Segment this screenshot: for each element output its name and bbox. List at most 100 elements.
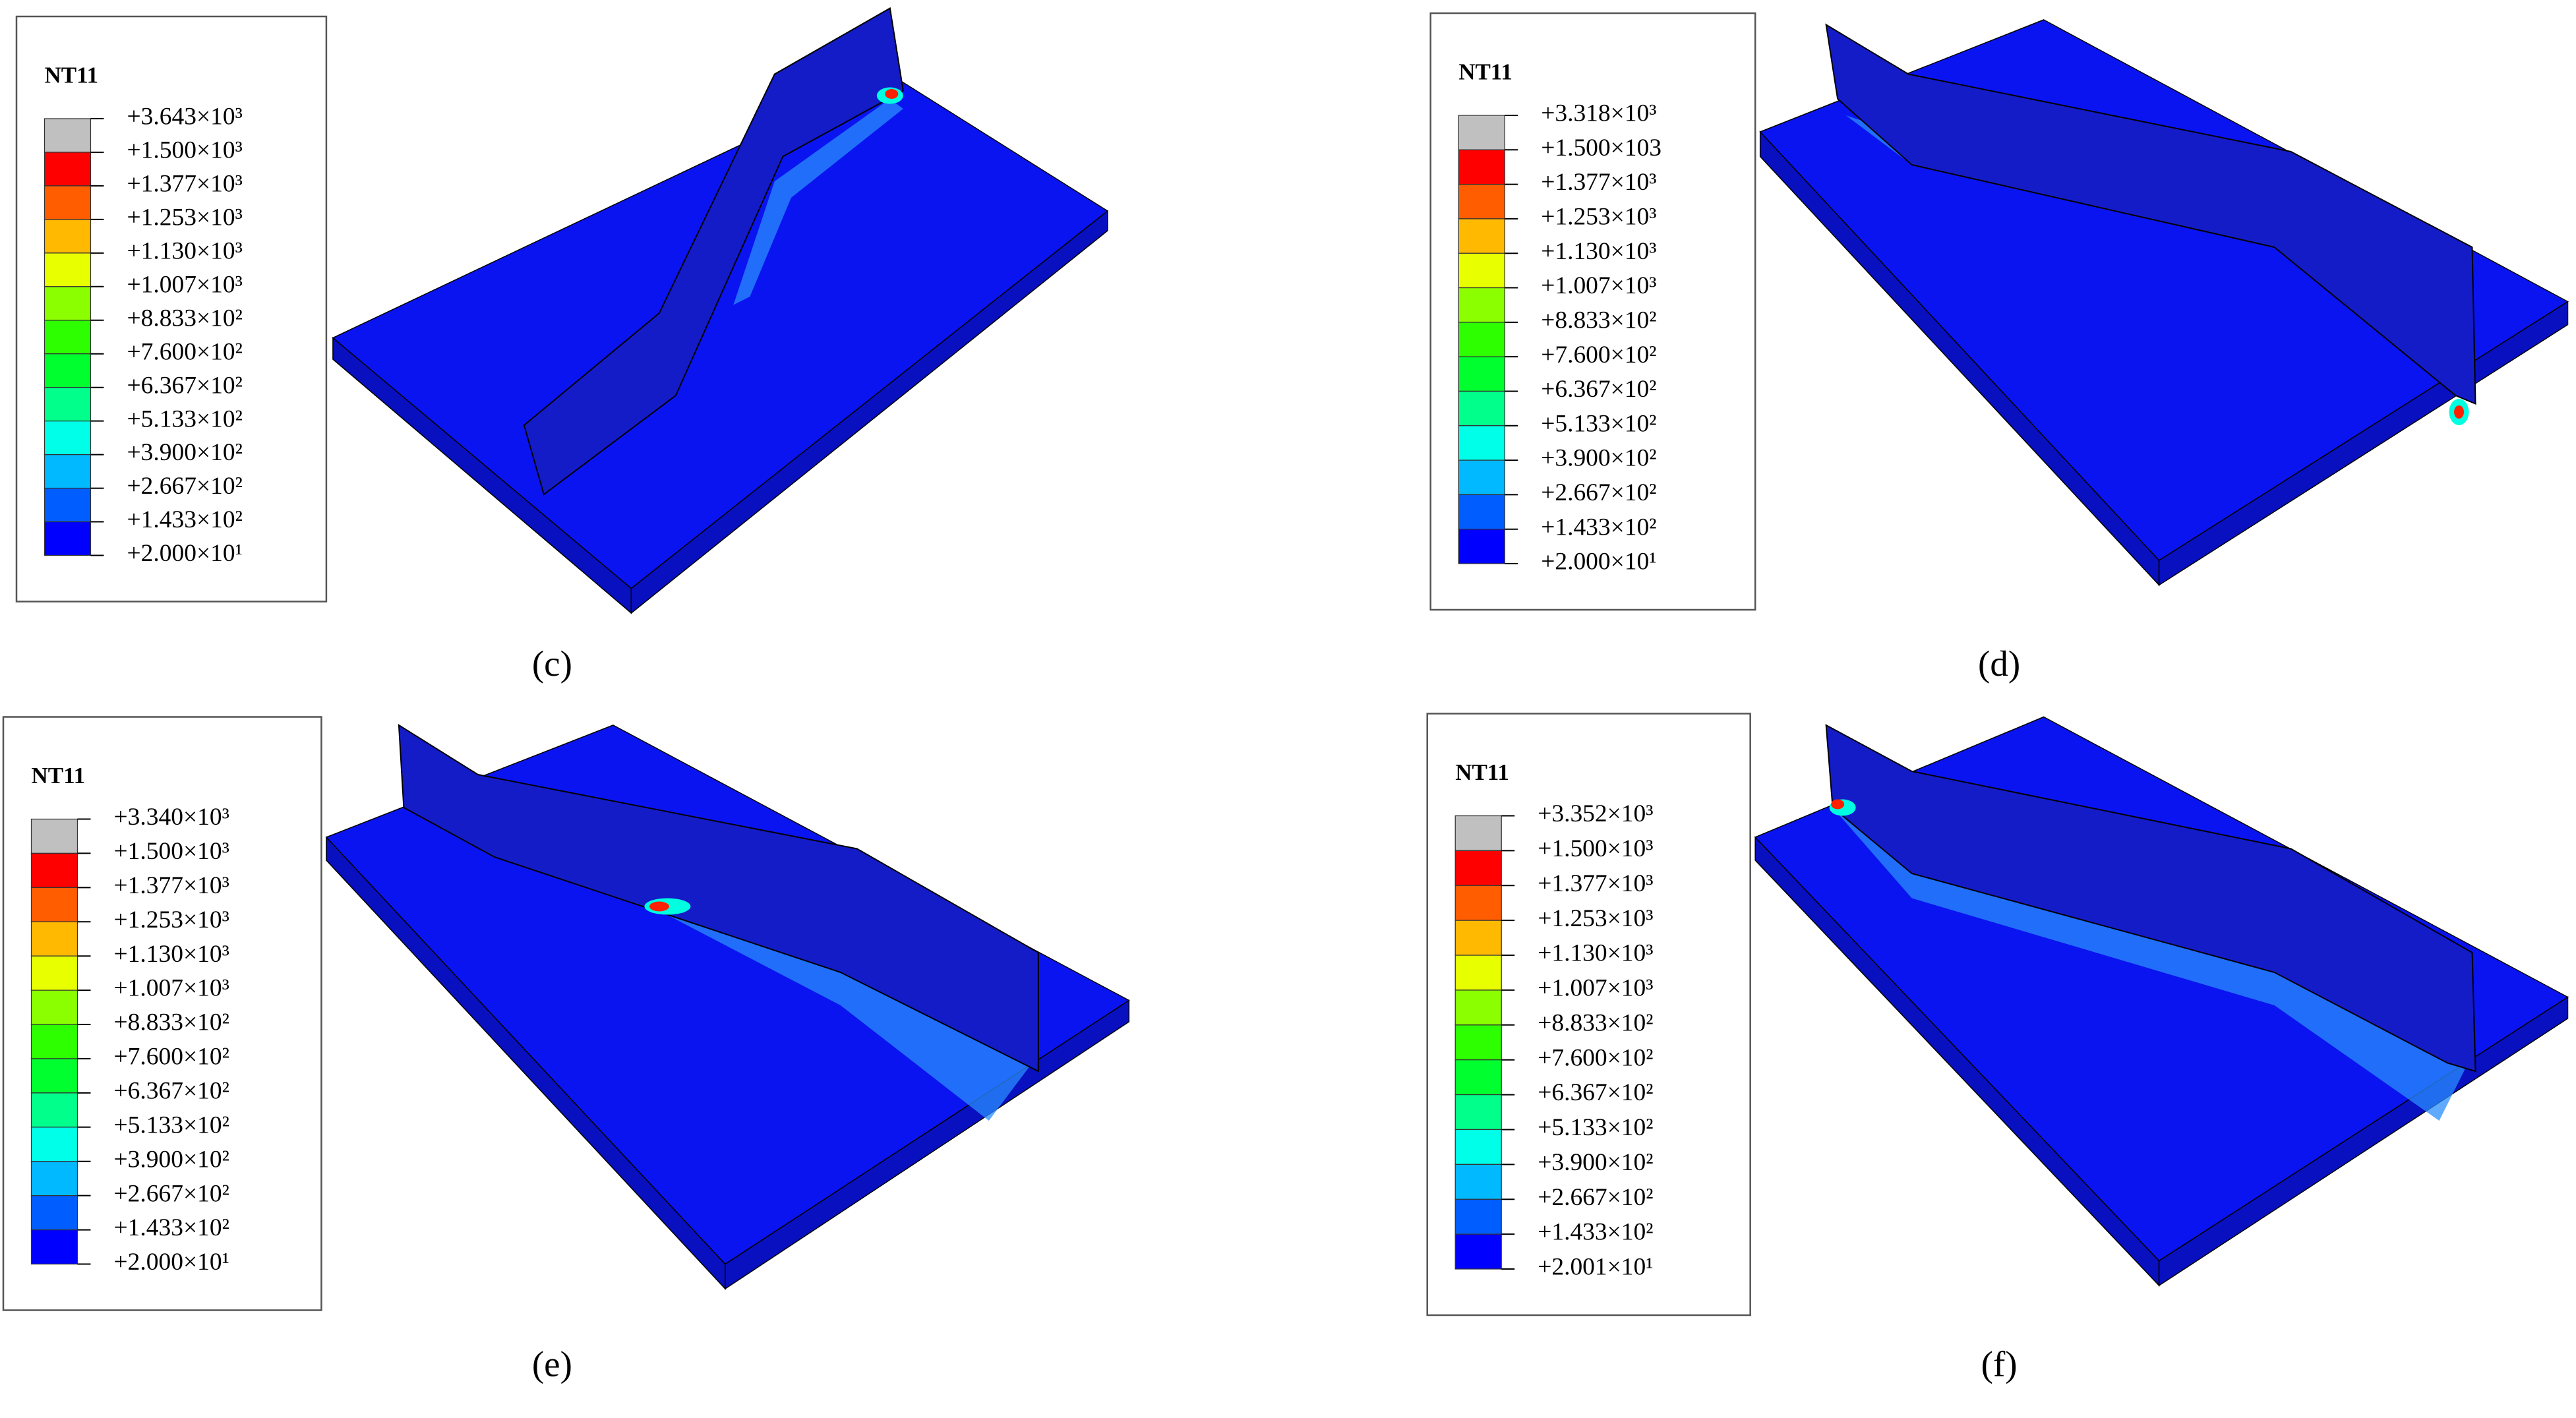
legend-label: +8.833×10²	[1541, 307, 1656, 334]
color-swatch	[1458, 287, 1505, 323]
legend-label: +1.500×10³	[127, 137, 242, 164]
color-swatch	[1458, 425, 1505, 461]
legend-label: +1.377×10³	[113, 872, 229, 899]
stiffener	[398, 724, 1039, 1073]
color-swatch	[1454, 850, 1502, 886]
color-swatch	[1458, 459, 1505, 496]
color-swatch	[44, 320, 92, 355]
color-swatch	[1454, 990, 1502, 1026]
color-swatch	[1454, 885, 1502, 921]
legend-label: +3.318×10³	[1541, 100, 1656, 127]
color-swatch	[30, 1058, 78, 1094]
legend-label: +3.352×10³	[1538, 800, 1653, 827]
color-swatch	[44, 286, 92, 321]
legend-label: +8.833×10²	[113, 1009, 229, 1036]
model-c	[332, 7, 1109, 614]
panel-caption: (d)	[1978, 643, 2020, 684]
legend-label: +2.667×10²	[1538, 1184, 1653, 1211]
legend-label: +3.643×10³	[127, 103, 242, 131]
legend-label: +1.433×10²	[1538, 1219, 1653, 1246]
legend-label: +6.367×10²	[113, 1077, 229, 1104]
color-swatch	[1458, 115, 1505, 150]
color-swatch	[30, 955, 78, 991]
legend-label: +1.253×10³	[127, 204, 242, 231]
stiffener	[523, 7, 904, 496]
legend-label: +6.367×10²	[127, 372, 242, 399]
legend: NT11 +3.352×10³ +1.500×10³ +1.377×10³ +1.253…	[1426, 713, 1751, 1316]
color-swatch	[44, 118, 92, 153]
color-swatch	[1454, 1164, 1502, 1200]
color-swatch	[1458, 149, 1505, 185]
legend-label: +1.500×10³	[1538, 835, 1653, 862]
legend-label: +5.133×10²	[127, 405, 242, 432]
color-swatch	[44, 387, 92, 422]
color-swatch	[44, 487, 92, 523]
color-swatch	[30, 1161, 78, 1196]
panel-caption: (c)	[532, 643, 572, 684]
legend-label: +1.433×10²	[127, 506, 242, 533]
legend-label: +2.000×10¹	[113, 1249, 229, 1276]
color-swatch	[30, 1024, 78, 1059]
legend-label: +5.133×10²	[1538, 1114, 1653, 1141]
legend-label: +1.253×10³	[1538, 905, 1653, 932]
legend: NT11 +3.318×10³ +1.500×103 +1.377×10³ +1.253…	[1429, 12, 1756, 611]
color-swatch	[44, 454, 92, 489]
legend-label: +1.007×10³	[127, 271, 242, 298]
legend-label: +1.500×103	[1541, 134, 1662, 162]
legend-label: +6.367×10²	[1538, 1079, 1653, 1106]
color-swatch	[1458, 218, 1505, 254]
legend-title: NT11	[44, 63, 98, 88]
color-swatch	[1454, 1129, 1502, 1165]
hot-spot	[649, 901, 669, 912]
color-swatch	[1454, 1198, 1502, 1235]
color-swatch	[30, 887, 78, 922]
color-swatch	[1454, 955, 1502, 991]
color-swatch	[44, 521, 92, 556]
color-swatch	[1458, 252, 1505, 289]
color-swatch	[44, 353, 92, 388]
color-swatch	[1454, 920, 1502, 956]
legend-label: +1.377×10³	[1538, 870, 1653, 897]
legend-label: +1.007×10³	[1538, 975, 1653, 1002]
color-swatch	[44, 421, 92, 456]
legend-label: +6.367×10²	[1541, 376, 1656, 403]
legend: NT11 +3.643×10³ +1.500×10³ +1.377×10³ +1.253…	[15, 15, 328, 603]
color-swatch	[1458, 322, 1505, 357]
model-f	[1754, 716, 2569, 1287]
legend-title: NT11	[31, 763, 85, 788]
color-swatch	[30, 818, 78, 854]
legend-label: +3.900×10²	[127, 439, 242, 466]
color-swatch	[30, 990, 78, 1025]
legend-label: +5.133×10²	[113, 1111, 229, 1138]
legend-label: +7.600×10²	[1538, 1044, 1653, 1071]
legend-label: +2.667×10²	[1541, 479, 1656, 506]
legend-title: NT11	[1455, 759, 1509, 785]
color-swatch	[30, 1195, 78, 1231]
legend-label: +3.900×10²	[1538, 1149, 1653, 1176]
color-swatch	[30, 1229, 78, 1265]
legend-label: +1.130×10³	[113, 941, 229, 968]
legend-label: +3.340×10³	[113, 804, 229, 831]
legend-label: +1.433×10²	[113, 1214, 229, 1241]
legend-label: +5.133×10²	[1541, 410, 1656, 437]
legend-label: +8.833×10²	[127, 305, 242, 332]
color-swatch	[1458, 183, 1505, 220]
color-swatch	[1458, 494, 1505, 530]
color-swatch	[1454, 1024, 1502, 1061]
legend-label: +1.007×10³	[113, 975, 229, 1002]
legend-label: +1.253×10³	[113, 906, 229, 933]
color-swatch	[44, 185, 92, 220]
stiffener	[1825, 23, 2476, 405]
legend: NT11 +3.340×10³ +1.500×10³ +1.377×10³ +1.253…	[2, 716, 322, 1311]
hot-spot	[2454, 405, 2465, 419]
panel-caption: (e)	[532, 1344, 572, 1384]
stiffener	[1825, 724, 2476, 1073]
legend-label: +2.000×10¹	[127, 540, 242, 567]
legend-label: +2.000×10¹	[1541, 548, 1656, 576]
plate-top	[332, 73, 1109, 589]
color-swatch	[1454, 1059, 1502, 1096]
legend-label: +7.600×10²	[1541, 341, 1656, 369]
color-swatch	[30, 1127, 78, 1162]
color-swatch	[1458, 390, 1505, 427]
